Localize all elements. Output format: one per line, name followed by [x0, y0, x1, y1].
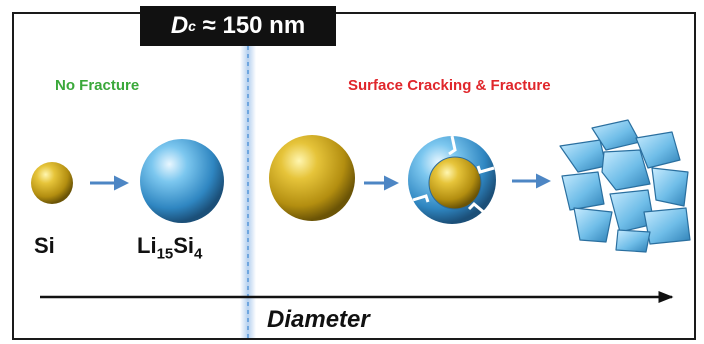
lithiated-label: Li15Si4	[137, 233, 202, 262]
no-fracture-caption: No Fracture	[55, 77, 140, 94]
lithiated-label-sub2: 4	[194, 245, 203, 263]
title-subscript: c	[188, 18, 196, 34]
lithiated-label-li: Li	[137, 233, 157, 258]
silicon-label: Si	[34, 233, 55, 258]
diameter-axis-label: Diameter	[267, 306, 370, 333]
lithiated-particle	[140, 139, 224, 223]
fractured-shards	[559, 119, 691, 253]
cracked-core-shell-particle	[408, 135, 496, 224]
fracture-caption: Surface Cracking & Fracture	[348, 77, 551, 94]
lithiated-label-si: Si	[173, 233, 195, 258]
title-value: ≈ 150 nm	[202, 12, 306, 39]
critical-diameter-divider	[240, 14, 256, 338]
lithiated-label-sub1: 15	[156, 245, 174, 263]
silicon-particle	[31, 162, 73, 204]
title-symbol: D	[170, 12, 189, 39]
large-silicon-particle	[269, 135, 355, 221]
